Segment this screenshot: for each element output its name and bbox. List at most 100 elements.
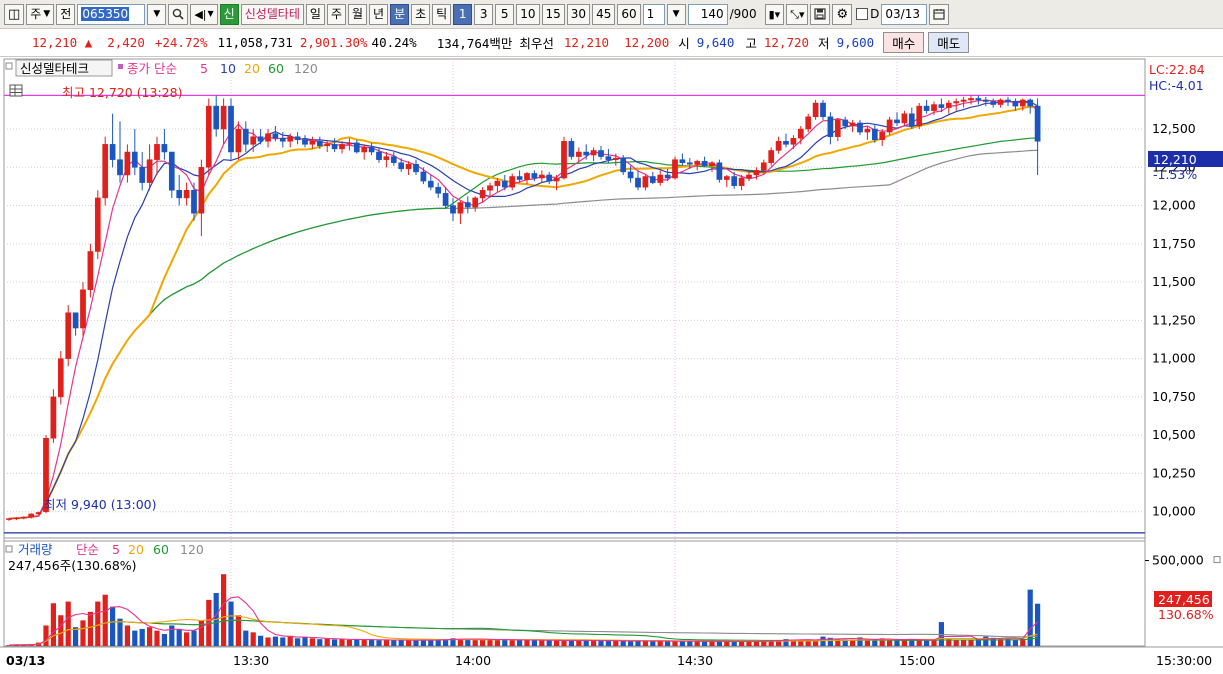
candle [346, 138, 353, 151]
volume-bar [87, 611, 93, 646]
candle [857, 119, 863, 136]
volume-bar [805, 640, 811, 646]
volume-legend-toggle-icon[interactable] [5, 545, 13, 553]
high-label: 고 [745, 36, 757, 51]
trade-volume: 11,058,731 [217, 35, 293, 50]
candle [420, 167, 427, 185]
chart-menu-icon[interactable]: ◫ [4, 3, 25, 25]
speaker-icon[interactable]: ◀| ▼ [190, 3, 218, 25]
volume-bar [953, 640, 959, 646]
interval-15-button[interactable]: 15 [541, 3, 565, 25]
interval-30-button[interactable]: 30 [566, 3, 591, 25]
volume-bar [842, 639, 848, 646]
ma120-label: 120 [294, 61, 318, 76]
ma5-line [8, 99, 1039, 520]
period-minute-tab[interactable]: 분 [390, 3, 410, 25]
candle [612, 153, 619, 166]
price-change: 2,420 [107, 35, 145, 50]
prev-button[interactable]: 전 [56, 3, 76, 25]
price-legend: 신성델타테크 종가 단순 5 10 20 60 120 최고 12,720 (1… [5, 59, 1223, 512]
volume-bar [768, 640, 774, 646]
sell-button[interactable]: 매도 [928, 32, 970, 53]
candle [442, 187, 449, 209]
volume-bar [43, 625, 49, 646]
price-volume-chart[interactable]: 12,50012,25012,00011,75011,50011,25011,0… [0, 57, 1223, 671]
candle [6, 517, 12, 521]
date-checkbox[interactable] [856, 8, 869, 20]
data-table-icon[interactable] [9, 84, 23, 97]
volume-bar [258, 635, 264, 646]
candle [191, 182, 197, 221]
y-tick-label: 11,750 [1152, 236, 1196, 251]
best-ask: 12,210 [563, 35, 610, 50]
volume-bar [864, 640, 870, 646]
volume-bar [191, 630, 197, 646]
period-week-tab[interactable]: 주 [326, 3, 346, 25]
volume-bar [731, 641, 737, 646]
candle [220, 98, 227, 145]
candle [524, 171, 530, 185]
interval-input[interactable]: 1 [642, 3, 665, 25]
candle [501, 174, 508, 191]
chart-area[interactable]: 12,50012,25012,00011,75011,50011,25011,0… [0, 57, 1223, 671]
up-arrow-icon: ▲ [84, 35, 93, 50]
interval-dropdown-button[interactable]: ▼ [666, 3, 686, 25]
credit-badge: 신 [219, 3, 239, 25]
candle [982, 96, 989, 107]
interval-45-button[interactable]: 45 [592, 3, 616, 25]
volume-bar [850, 639, 856, 646]
calendar-icon[interactable] [929, 3, 950, 25]
candle [361, 144, 368, 160]
volume-bar [835, 638, 841, 646]
candle [353, 139, 360, 154]
buy-button[interactable]: 매수 [883, 32, 925, 53]
candle [235, 121, 242, 160]
period-year-tab[interactable]: 년 [369, 3, 389, 25]
volume-bar [657, 641, 663, 646]
y-tick-label: 10,250 [1152, 465, 1196, 480]
volume-axis-toggle-icon[interactable] [1213, 556, 1221, 564]
date-input[interactable]: 03/13 [881, 3, 928, 25]
market-select[interactable]: 주 ▼ [26, 3, 55, 25]
interval-60-button[interactable]: 60 [617, 3, 641, 25]
interval-10-button[interactable]: 10 [516, 3, 540, 25]
volume-bar [872, 640, 878, 646]
legend-toggle-icon[interactable] [5, 62, 13, 70]
ma10-line [8, 100, 1038, 520]
volume-bar [324, 638, 330, 646]
period-tick-tab[interactable]: 틱 [432, 3, 452, 25]
gear-icon[interactable]: ⚙ [832, 3, 853, 25]
candle [620, 155, 627, 175]
compare-icon[interactable]: ⤡▾ [786, 3, 809, 25]
candle [701, 156, 708, 168]
interval-3-button[interactable]: 3 [474, 3, 494, 25]
candle-icon[interactable]: ▮▾ [764, 3, 785, 25]
interval-5-button[interactable]: 5 [495, 3, 515, 25]
y-tick-label: 10,000 [1152, 504, 1196, 519]
search-icon[interactable] [168, 3, 189, 25]
code-dropdown-button[interactable]: ▼ [147, 3, 167, 25]
turnover-rate: 40.24% [371, 35, 417, 50]
candle [686, 158, 693, 169]
count-input[interactable]: 140 [687, 3, 728, 25]
period-month-tab[interactable]: 월 [347, 3, 368, 25]
candle [583, 144, 590, 160]
volume-bar [761, 640, 767, 646]
candle [368, 142, 375, 156]
volume-bar [443, 639, 449, 646]
period-day-tab[interactable]: 일 [305, 3, 325, 25]
volume-bar [272, 636, 278, 646]
stock-code-input[interactable]: 065350 [77, 3, 146, 25]
candle [43, 435, 49, 514]
volume-bar [568, 640, 574, 646]
interval-1-button[interactable]: 1 [453, 3, 473, 25]
volume-bar [961, 639, 967, 646]
period-second-tab[interactable]: 초 [411, 3, 431, 25]
ma60-line [8, 137, 1038, 520]
volume-bar [724, 641, 730, 646]
ma20-label: 20 [244, 61, 260, 76]
save-icon[interactable] [810, 3, 831, 25]
stock-legend-name: 신성델타테크 [20, 61, 89, 76]
candle [427, 174, 434, 191]
volume-bar [820, 636, 826, 646]
